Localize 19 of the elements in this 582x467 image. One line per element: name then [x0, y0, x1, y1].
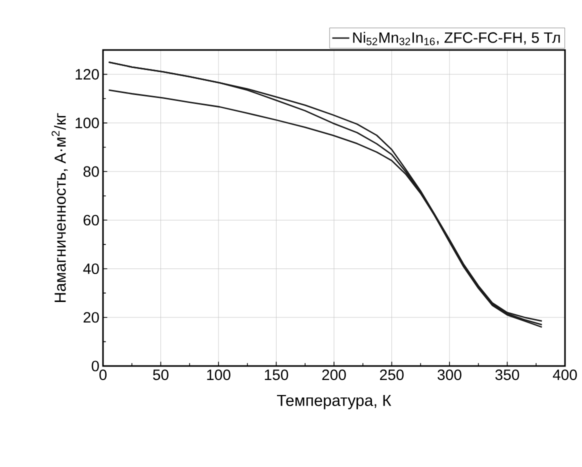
y-tick-label: 80	[84, 166, 99, 177]
x-tick-label: 250	[380, 370, 404, 380]
y-tick-label: 120	[76, 69, 99, 80]
y-tick-label: 40	[83, 263, 99, 274]
x-axis-title: Температура, К	[277, 394, 392, 410]
x-tick-label: 0	[99, 370, 107, 380]
x-tick-label: 50	[153, 370, 168, 380]
x-tick-label: 150	[264, 370, 288, 380]
x-tick-label: 400	[552, 370, 577, 380]
legend-label: Ni$_{52}$Mn$_{32}$In$_{16}$, ZFC-FC-FH, 5 Тл	[353, 32, 560, 46]
x-tick-label: 300	[438, 370, 462, 380]
y-axis-title: Намагниченность, А·м$^{2}$/кг	[52, 113, 68, 302]
y-tick-label: 20	[84, 312, 99, 323]
x-tick-label: 200	[322, 370, 346, 380]
y-tick-label: 60	[84, 214, 99, 226]
y-tick-label: 0	[92, 360, 99, 372]
x-tick-label: 350	[495, 370, 520, 380]
x-tick-label: 100	[207, 370, 230, 380]
y-tick-label: 100	[76, 118, 99, 128]
